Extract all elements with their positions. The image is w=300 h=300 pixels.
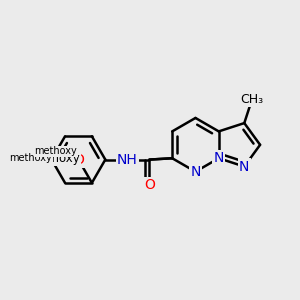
Text: methoxy: methoxy <box>34 146 77 156</box>
Text: O: O <box>144 178 155 192</box>
Text: CH₃: CH₃ <box>240 93 263 106</box>
Text: N: N <box>190 165 201 179</box>
Text: O: O <box>73 153 84 166</box>
Text: methoxy: methoxy <box>28 152 80 165</box>
Text: methoxy: methoxy <box>10 153 52 163</box>
Text: NH: NH <box>117 153 138 166</box>
Text: N: N <box>214 151 224 165</box>
Text: N: N <box>239 160 250 174</box>
